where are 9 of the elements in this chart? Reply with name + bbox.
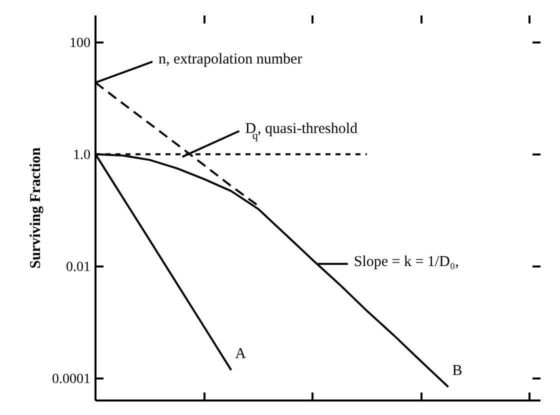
y-tick-label: 0.01 (66, 260, 90, 276)
annotation: Slope = k = 1/D₀, (354, 254, 459, 270)
series-label: B (452, 362, 462, 379)
y-axis-title: Surviving Fraction (28, 146, 44, 269)
annotation: n, extrapolation number (158, 52, 302, 68)
y-tick-label: 0.0001 (52, 372, 90, 388)
series-label: A (235, 346, 246, 362)
y-tick-label: 1.0 (73, 148, 90, 164)
y-tick-label: 100 (70, 36, 90, 52)
